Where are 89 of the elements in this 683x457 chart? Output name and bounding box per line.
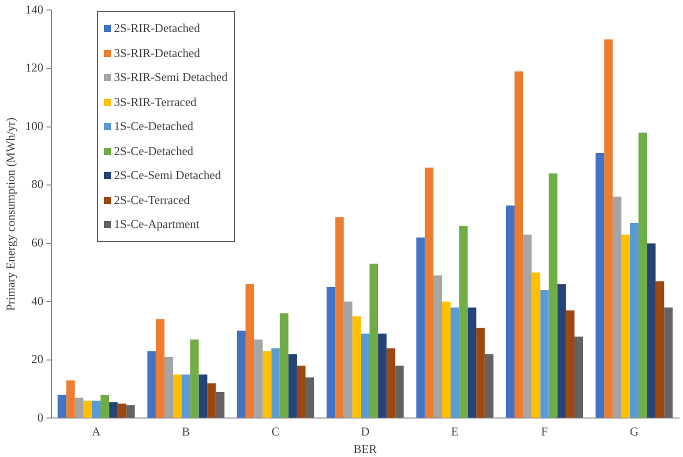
x-tick-label: A — [92, 424, 101, 439]
bar — [335, 217, 344, 418]
bar — [450, 307, 460, 418]
legend-label: 1S-Ce-Detached — [113, 118, 194, 135]
bar — [476, 328, 485, 418]
legend-label: 3S-RIR-Semi Detached — [113, 69, 228, 86]
bar — [386, 348, 396, 418]
bar — [656, 281, 664, 418]
legend-label: 2S-Ce-Semi Detached — [113, 167, 222, 184]
bar — [596, 153, 604, 418]
legend-label: 2S-Ce-Terraced — [113, 192, 191, 208]
bar — [442, 302, 451, 418]
bar — [262, 351, 272, 418]
bar — [100, 394, 110, 418]
bar — [352, 316, 361, 418]
bar — [621, 234, 630, 418]
bar — [182, 374, 190, 418]
bar — [344, 302, 352, 418]
x-tick-label: C — [272, 424, 280, 439]
bar — [66, 380, 75, 418]
bar — [369, 264, 378, 418]
bar — [164, 357, 174, 418]
bar — [198, 374, 208, 418]
bar — [83, 400, 92, 418]
bar — [523, 234, 532, 418]
bar — [378, 334, 387, 418]
bar — [557, 284, 566, 418]
legend-label: 3S-RIR-Detached — [113, 44, 201, 62]
bar — [306, 377, 314, 418]
bar — [433, 275, 442, 418]
y-tick-label: 0 — [37, 410, 44, 424]
bar — [109, 402, 118, 418]
bar — [236, 330, 246, 418]
x-tick-label: G — [630, 424, 639, 439]
bar — [395, 366, 404, 418]
legend-label: 2S-RIR-Detached — [113, 20, 201, 37]
bar — [484, 354, 494, 418]
bar — [326, 287, 336, 418]
y-axis-title: Primary Energy consumption (MWh/yr) — [3, 117, 18, 311]
bar — [280, 313, 288, 418]
bar — [532, 272, 540, 418]
bar — [548, 173, 558, 418]
bar — [459, 226, 468, 418]
bar — [647, 243, 656, 418]
bar — [566, 310, 574, 418]
bar — [468, 307, 476, 418]
bar — [514, 71, 524, 418]
y-tick-label: 100 — [25, 118, 44, 133]
bar — [271, 348, 280, 418]
x-axis-title: BER — [354, 442, 377, 456]
x-tick-label: F — [541, 424, 548, 439]
bar — [604, 39, 613, 418]
y-tick-label: 20 — [31, 352, 44, 366]
bar — [630, 222, 638, 418]
bar — [118, 404, 126, 418]
bar — [246, 284, 254, 418]
legend-label: 2S-Ce-Detached — [113, 142, 194, 160]
bar — [360, 334, 370, 418]
y-tick-label: 60 — [31, 236, 44, 250]
bar — [207, 383, 216, 418]
bar — [296, 366, 306, 418]
x-tick-label: D — [360, 424, 370, 439]
bar — [664, 307, 673, 418]
y-tick-label: 120 — [25, 60, 44, 75]
bar — [506, 205, 515, 418]
bar — [574, 336, 584, 418]
bar — [58, 394, 66, 418]
bar — [147, 351, 156, 418]
legend-label: 1S-Ce-Apartment — [113, 216, 200, 233]
bar — [540, 290, 549, 418]
x-tick-label: E — [451, 424, 459, 439]
bar — [156, 319, 164, 418]
bar — [638, 132, 648, 418]
bar — [74, 398, 84, 418]
bar — [190, 340, 199, 418]
legend-label: 3S-RIR-Terraced — [113, 94, 198, 110]
bar — [612, 196, 622, 418]
y-tick-label: 80 — [31, 177, 44, 192]
y-tick-label: 40 — [31, 294, 44, 308]
bar — [254, 340, 263, 418]
bar — [416, 238, 425, 418]
y-tick-label: 140 — [25, 2, 44, 16]
bar — [92, 400, 101, 418]
bar — [424, 168, 434, 418]
bar — [126, 405, 135, 418]
bar — [288, 354, 297, 418]
x-tick-label: B — [182, 424, 190, 439]
bar — [173, 374, 182, 418]
bar — [216, 392, 224, 418]
